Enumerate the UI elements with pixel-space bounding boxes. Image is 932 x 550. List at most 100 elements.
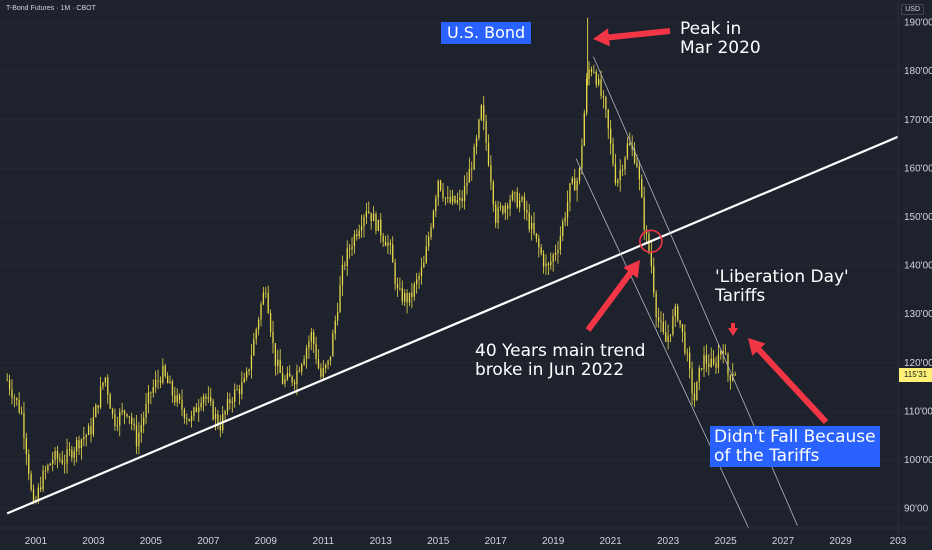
candle-body [483, 105, 485, 121]
candle-body [365, 211, 368, 217]
candle-body [260, 304, 262, 320]
candle-body [138, 432, 140, 447]
candle [459, 189, 461, 211]
candle [95, 403, 97, 418]
candle-body [574, 178, 576, 191]
candle-body [207, 397, 209, 399]
candle [667, 324, 669, 350]
candle-body [205, 396, 207, 399]
candle [243, 372, 245, 384]
candle-body [336, 311, 339, 321]
candle [154, 370, 157, 393]
candle-body [617, 180, 619, 184]
candle-body [236, 389, 238, 391]
candle-body [698, 368, 700, 382]
candle-body [243, 378, 245, 383]
candle-body [533, 222, 535, 234]
candle [380, 213, 382, 243]
candle-body [724, 353, 727, 355]
instrument-header[interactable]: T-Bond Futures · 1M · CBOT [6, 5, 96, 12]
candle-body [13, 397, 16, 399]
candle-body [514, 192, 516, 194]
candle [71, 445, 73, 462]
candle-body [456, 200, 459, 203]
candle-body [626, 143, 629, 158]
candle-body [492, 182, 494, 205]
candle-body [92, 417, 95, 435]
candle-body [200, 402, 202, 408]
candle-body [334, 320, 336, 334]
candle [516, 187, 518, 209]
candle [475, 134, 478, 155]
candle [416, 272, 418, 294]
candle-body [47, 465, 49, 471]
candle-body [114, 414, 116, 426]
candle [75, 436, 78, 463]
candle-body [530, 222, 533, 230]
candle [638, 160, 641, 191]
candle-body [164, 365, 166, 376]
candle-body [262, 292, 265, 305]
candle [308, 335, 310, 359]
candle-body [320, 368, 322, 377]
candle [32, 484, 35, 505]
candle [56, 445, 59, 469]
candle [267, 285, 269, 315]
candle [677, 303, 679, 323]
candle-body [466, 182, 468, 187]
candle-body [293, 382, 296, 385]
candle [399, 277, 401, 291]
candle-body [121, 410, 123, 413]
candle [126, 413, 128, 419]
candle-body [653, 266, 655, 294]
candle [135, 414, 138, 455]
candle [143, 411, 145, 434]
candle [665, 320, 667, 342]
candle [588, 61, 590, 86]
candle-body [665, 332, 667, 342]
candle [147, 384, 150, 414]
candle-body [186, 418, 188, 419]
candle [485, 114, 487, 151]
candle-body [348, 248, 351, 250]
candle [159, 376, 162, 389]
candle-body [310, 332, 312, 342]
candle-body [104, 377, 107, 383]
didnt-fall-annotation: Didn't Fall Because of the Tariffs [710, 426, 880, 468]
candle [286, 366, 289, 382]
candle [406, 289, 408, 314]
candle [377, 219, 380, 232]
candle [545, 254, 547, 275]
candle-body [538, 238, 540, 248]
peak-line-2: Mar 2020 [680, 37, 761, 58]
currency-badge[interactable]: USD [901, 4, 924, 15]
liberation-annotation: 'Liberation Day' Tariffs [715, 268, 849, 305]
y-tick-label: 130'00 [904, 309, 932, 320]
candle [708, 354, 710, 376]
candle [497, 201, 499, 229]
candle [408, 292, 411, 307]
candle [720, 349, 722, 360]
candle [593, 64, 595, 74]
x-tick-label: 2017 [485, 536, 508, 547]
peak-arrow [593, 28, 671, 47]
candle-body [396, 284, 399, 289]
candle [729, 374, 732, 390]
candle-body [90, 426, 92, 435]
candle [30, 470, 32, 492]
candle [310, 327, 312, 351]
candle [645, 225, 648, 243]
candle [712, 350, 715, 366]
candle [66, 438, 68, 474]
candle-body [451, 196, 454, 203]
candle [315, 336, 317, 365]
candle [97, 404, 99, 414]
candle-body [174, 395, 176, 403]
candle-body [487, 142, 490, 165]
trend-break-arrow [585, 260, 640, 332]
candle [49, 462, 51, 466]
candle-body [552, 254, 554, 262]
x-tick-label: 203 [890, 536, 907, 547]
candle-body [6, 379, 8, 381]
candle-body [291, 376, 293, 383]
